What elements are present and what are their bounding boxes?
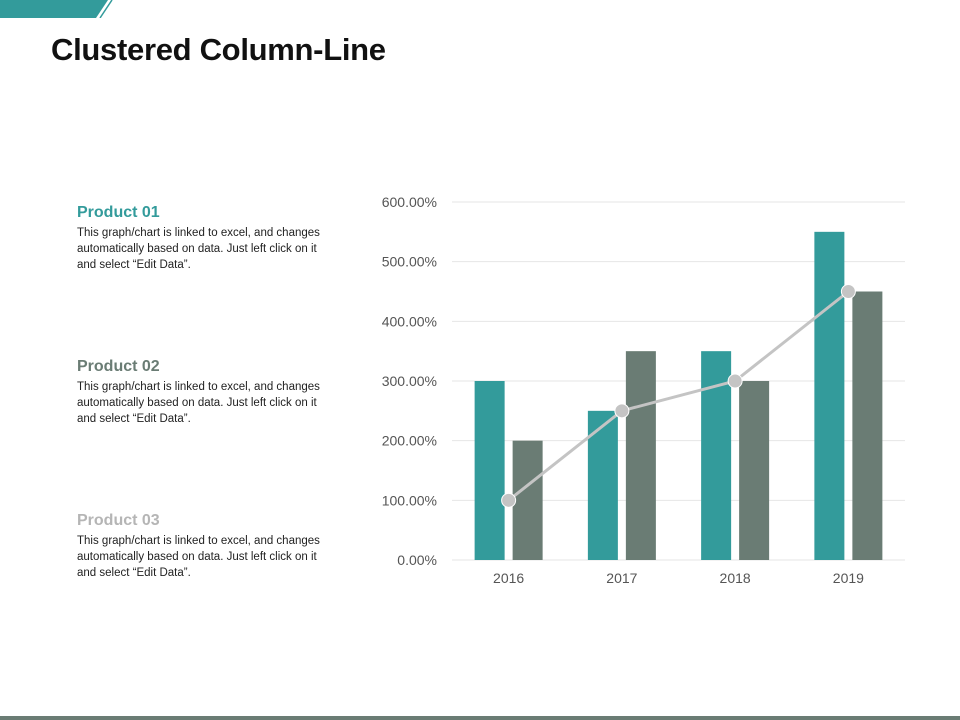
product-02-description: This graph/chart is linked to excel, and… bbox=[77, 381, 320, 425]
bar-series-2-2019 bbox=[852, 291, 883, 560]
y-tick-label: 600.00% bbox=[382, 194, 437, 210]
y-tick-label: 500.00% bbox=[382, 254, 437, 270]
product-01-description: This graph/chart is linked to excel, and… bbox=[77, 227, 320, 271]
bar-series-2-2018 bbox=[739, 381, 770, 560]
line-point-2019 bbox=[840, 284, 856, 299]
page-title: Clustered Column-Line bbox=[51, 32, 386, 67]
product-02-block: Product 02 This graph/chart is linked to… bbox=[77, 357, 347, 427]
line-series bbox=[507, 290, 850, 502]
header-accent-shape bbox=[0, 0, 113, 18]
y-tick-label: 300.00% bbox=[382, 373, 437, 389]
x-tick-label: 2018 bbox=[720, 570, 751, 586]
bar-series-1-2016 bbox=[474, 381, 505, 560]
product-01-block: Product 01 This graph/chart is linked to… bbox=[77, 203, 347, 273]
x-tick-label: 2016 bbox=[493, 570, 524, 586]
y-tick-label: 200.00% bbox=[382, 433, 437, 449]
bar-series-2-2016 bbox=[512, 440, 543, 560]
product-03-description: This graph/chart is linked to excel, and… bbox=[77, 535, 320, 579]
product-03-title: Product 03 bbox=[77, 512, 160, 529]
line-point-2017 bbox=[614, 403, 630, 419]
footer-bar bbox=[0, 716, 960, 720]
bar-series-1-2017 bbox=[587, 410, 618, 560]
line-point-2016 bbox=[501, 492, 517, 508]
bar-series-1-2019 bbox=[814, 231, 845, 561]
line-point-2018 bbox=[727, 373, 743, 389]
y-tick-label: 0.00% bbox=[397, 552, 437, 568]
x-tick-label: 2017 bbox=[606, 570, 637, 586]
y-tick-label: 100.00% bbox=[382, 492, 437, 508]
product-01-title: Product 01 bbox=[77, 204, 160, 221]
x-tick-label: 2019 bbox=[833, 570, 864, 586]
bar-series-2-2017 bbox=[625, 351, 656, 560]
product-03-block: Product 03 This graph/chart is linked to… bbox=[77, 511, 347, 581]
y-tick-label: 400.00% bbox=[382, 313, 437, 329]
product-02-title: Product 02 bbox=[77, 358, 160, 375]
